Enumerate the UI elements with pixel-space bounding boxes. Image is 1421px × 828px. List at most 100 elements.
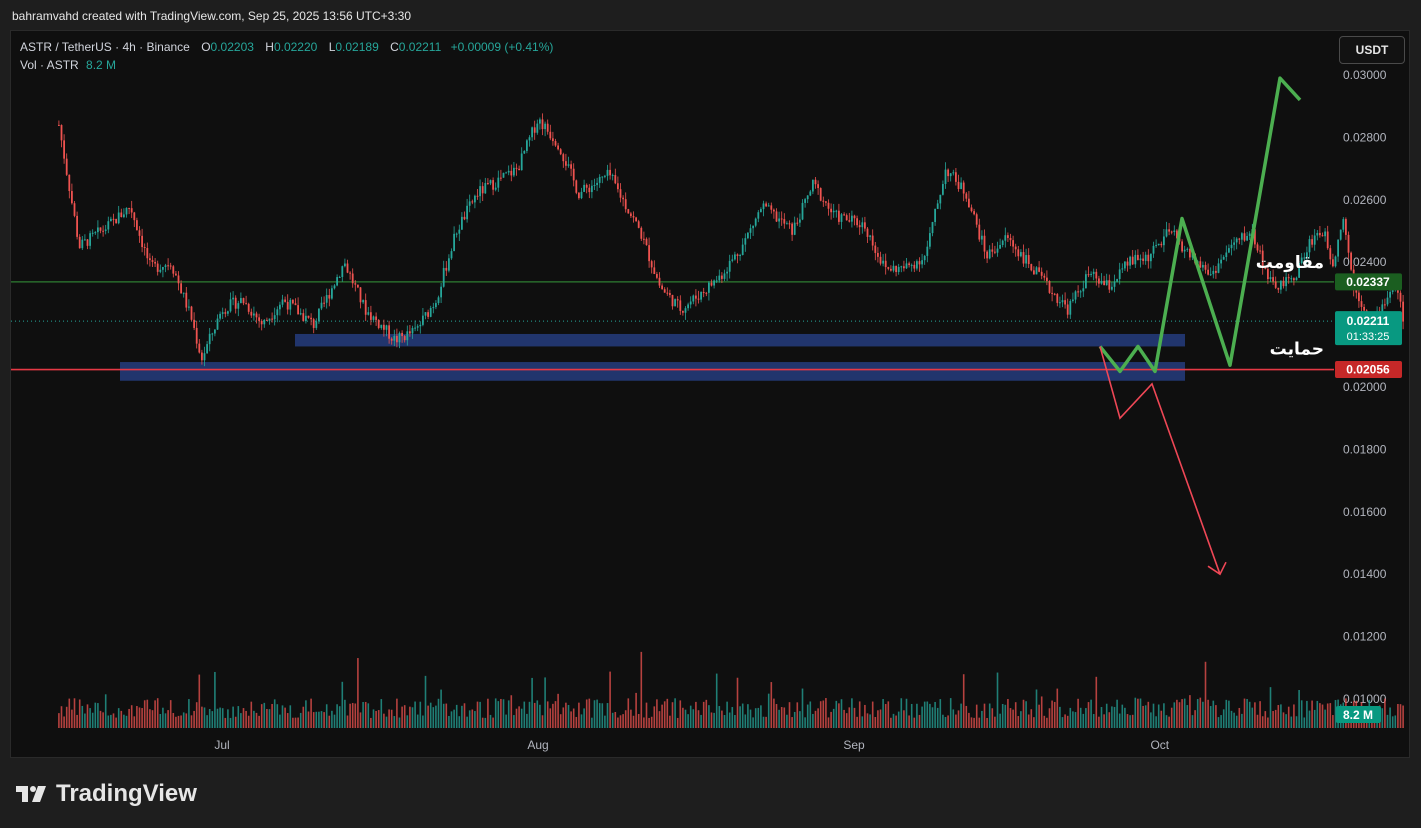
volume-bar: [245, 710, 247, 728]
candle: [172, 265, 175, 278]
candle-body: [838, 210, 840, 222]
volume-bar: [1222, 709, 1225, 728]
candle: [869, 234, 872, 241]
candle: [981, 230, 983, 245]
candle-body: [1004, 235, 1007, 241]
volume-bar: [435, 705, 437, 728]
volume-bar: [331, 710, 333, 728]
candle-body: [890, 268, 892, 271]
candle: [383, 319, 385, 337]
candle-body: [154, 261, 157, 264]
volume-bar: [1014, 702, 1017, 728]
candle-body: [775, 211, 778, 222]
candle: [715, 275, 718, 284]
candle: [749, 224, 752, 240]
resistance-price-tag-bg: [1335, 273, 1402, 291]
candle: [221, 307, 224, 320]
volume-bar: [1207, 699, 1209, 728]
volume-bar: [1173, 702, 1176, 728]
candle: [726, 267, 729, 281]
candle-body: [393, 335, 396, 341]
candle-body: [104, 229, 107, 231]
candle: [549, 124, 552, 141]
candle-body: [494, 187, 497, 190]
candle: [528, 135, 531, 147]
volume-bar: [1064, 714, 1066, 728]
candle-body: [1256, 244, 1259, 251]
candle: [138, 226, 141, 243]
volume-bar: [271, 703, 273, 728]
volume-bar: [786, 714, 788, 728]
volume-bar: [627, 698, 630, 728]
candle: [666, 287, 669, 296]
candle: [318, 308, 320, 324]
volume-bar: [726, 701, 728, 728]
volume-bar: [1300, 700, 1303, 728]
candle: [84, 234, 86, 241]
candle: [1113, 274, 1116, 293]
candle-body: [523, 150, 526, 154]
candle-body: [310, 317, 313, 320]
candle: [133, 211, 136, 228]
candle: [541, 113, 544, 136]
candle: [848, 212, 851, 223]
candle: [419, 321, 422, 334]
symbol-label[interactable]: ASTR / TetherUS · 4h · Binance: [20, 40, 190, 54]
candle: [370, 305, 372, 326]
volume-bar: [913, 717, 916, 728]
candle-body: [884, 260, 887, 268]
candle: [65, 153, 68, 177]
candle: [1316, 230, 1319, 241]
candle: [411, 325, 414, 339]
volume-bar: [403, 705, 406, 728]
currency-button[interactable]: USDT: [1339, 36, 1405, 64]
candle: [1204, 261, 1207, 274]
candle-body: [705, 292, 708, 294]
volume-bar: [793, 711, 796, 728]
candle: [744, 233, 747, 252]
candle-body: [604, 175, 606, 177]
candle: [1035, 266, 1038, 275]
volume-bar: [255, 712, 258, 728]
volume-bar: [1295, 716, 1298, 728]
volume-bar: [637, 713, 640, 728]
volume-bar: [1129, 715, 1131, 728]
candle-body: [1113, 281, 1116, 287]
candle: [1053, 292, 1056, 296]
volume-bar: [858, 701, 861, 728]
brand-logo[interactable]: TradingView: [14, 780, 197, 808]
candle-body: [180, 283, 183, 294]
candle-body: [632, 216, 635, 218]
volume-bar: [611, 712, 614, 728]
candle-body: [1131, 256, 1134, 265]
volume-bar: [908, 715, 910, 728]
candle: [731, 254, 734, 263]
volume-bar: [1272, 711, 1274, 728]
candle: [1004, 227, 1007, 248]
candle: [916, 259, 918, 271]
candle: [903, 260, 905, 272]
candle: [1212, 265, 1215, 279]
candle: [336, 274, 339, 287]
candle: [723, 269, 726, 282]
candle: [895, 265, 898, 277]
candle: [812, 179, 814, 195]
candle: [292, 299, 294, 305]
candle: [1108, 274, 1111, 293]
volume-bar: [864, 704, 866, 728]
candle: [1199, 256, 1202, 269]
volume-bar: [1267, 717, 1269, 728]
candle-body: [71, 191, 73, 204]
candle: [601, 176, 604, 184]
candle: [367, 306, 370, 316]
candle-body: [598, 176, 601, 183]
volume-bar: [1204, 661, 1207, 728]
volume-bar: [99, 710, 102, 728]
chart-frame[interactable]: [10, 30, 1410, 758]
candle: [1235, 237, 1238, 250]
volume-bar: [1035, 689, 1038, 728]
candle: [1147, 249, 1150, 269]
candle: [1131, 249, 1134, 266]
